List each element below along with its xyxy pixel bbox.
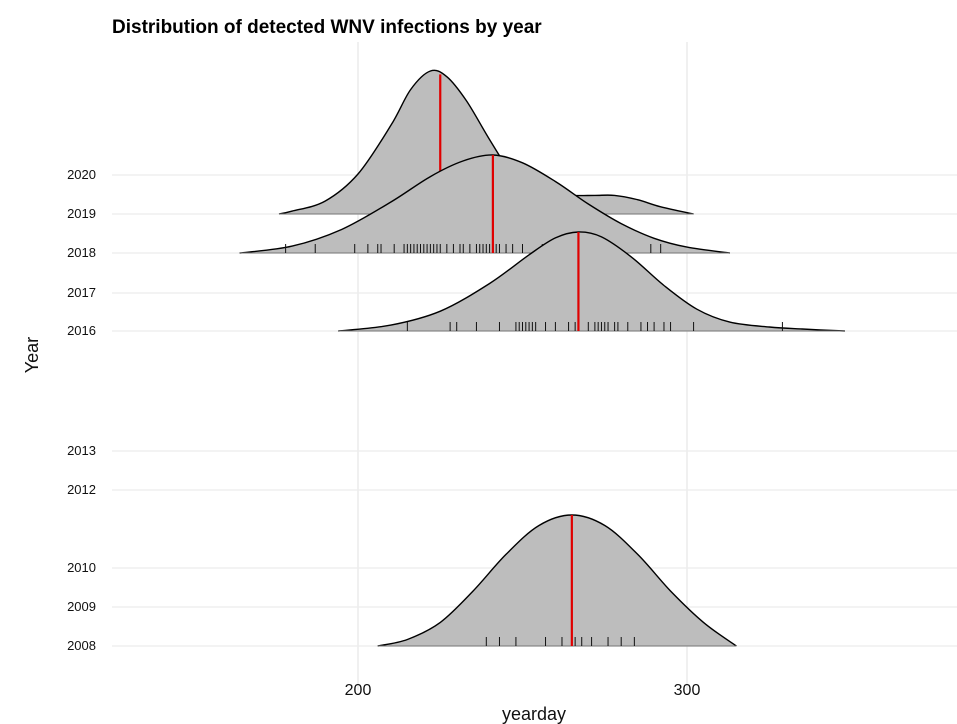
x-axis-label: yearday xyxy=(502,704,566,724)
density-outline-2008 xyxy=(377,514,737,647)
y-tick-label-2019: 2019 xyxy=(67,206,96,221)
ridge-2016 xyxy=(338,231,845,332)
density-outline-2018 xyxy=(239,154,730,254)
y-tick-label-2008: 2008 xyxy=(67,638,96,653)
y-tick-label-2018: 2018 xyxy=(67,245,96,260)
y-axis-label: Year xyxy=(22,337,42,373)
y-tick-label-2020: 2020 xyxy=(67,167,96,182)
ridge-2018 xyxy=(239,154,730,254)
y-tick-label-2016: 2016 xyxy=(67,323,96,338)
density-outline-2020 xyxy=(278,69,694,215)
y-tick-labels: 2008 2009 2010 2012 2013 2016 2017 2018 2019 2020 xyxy=(67,167,96,653)
ridge-2008 xyxy=(377,514,737,647)
x-tick-label-200: 200 xyxy=(345,682,372,699)
x-tick-label-300: 300 xyxy=(674,682,701,699)
x-tick-labels: 200 300 xyxy=(345,682,701,699)
y-tick-label-2009: 2009 xyxy=(67,599,96,614)
density-fill-2018 xyxy=(239,154,730,253)
y-tick-label-2010: 2010 xyxy=(67,560,96,575)
ridges xyxy=(239,69,845,647)
density-fill-2008 xyxy=(377,515,737,646)
density-fill-2020 xyxy=(279,70,694,214)
y-tick-label-2012: 2012 xyxy=(67,482,96,497)
y-tick-label-2017: 2017 xyxy=(67,285,96,300)
chart-title: Distribution of detected WNV infections … xyxy=(112,17,542,38)
density-fill-2016 xyxy=(338,231,845,331)
y-tick-label-2013: 2013 xyxy=(67,443,96,458)
density-outline-2016 xyxy=(338,231,845,332)
